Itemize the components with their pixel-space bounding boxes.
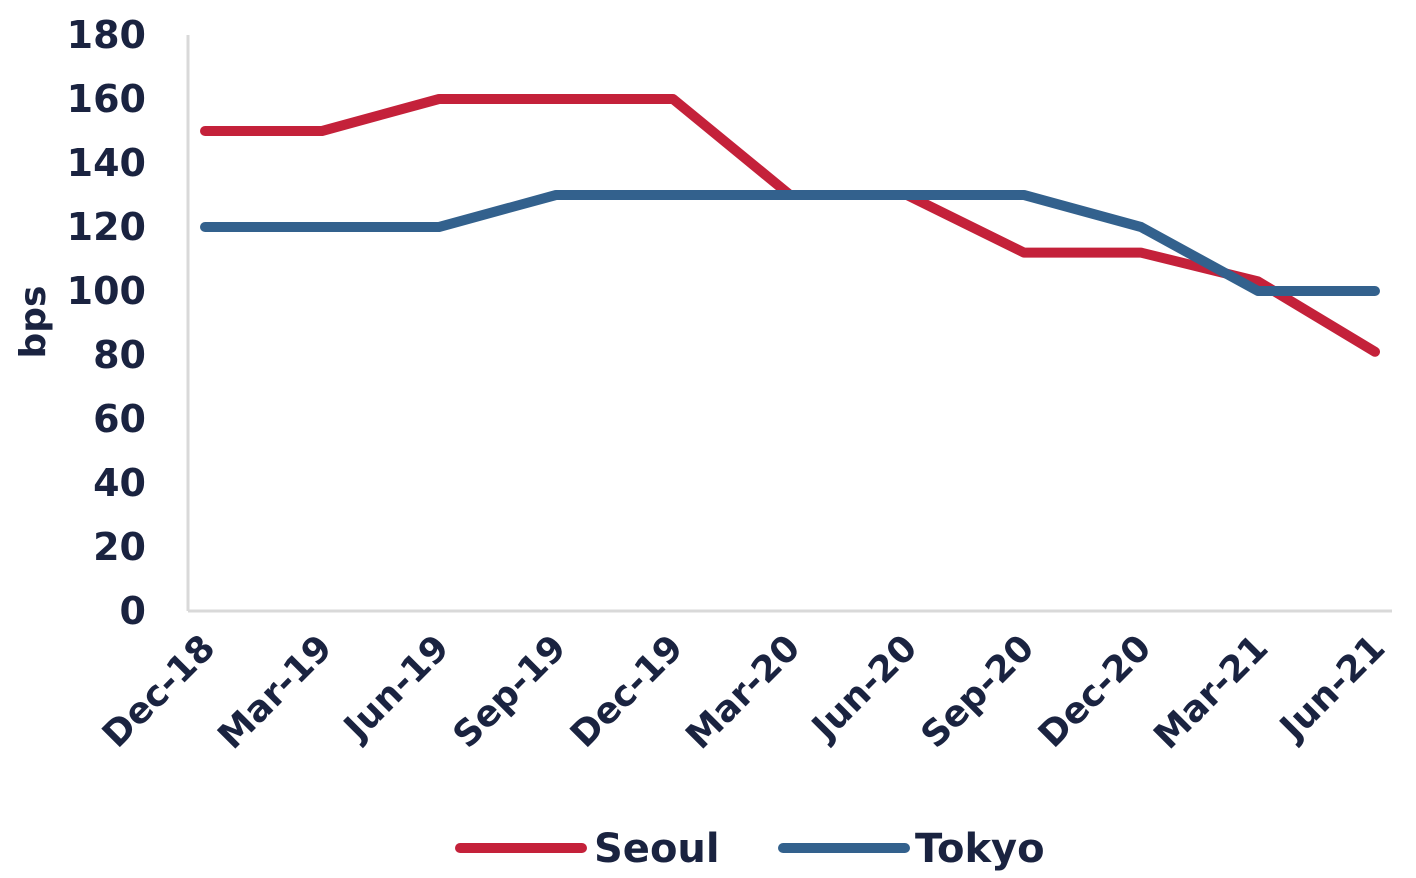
x-tick-label: Dec-19 [563,627,691,755]
x-tick-label: Mar-20 [678,627,808,757]
legend-label-tokyo: Tokyo [915,826,1045,872]
x-tick-label: Mar-19 [210,627,340,757]
y-tick-label: 40 [93,461,146,505]
y-tick-label: 120 [67,205,146,249]
y-axis-label: bps [13,286,54,359]
x-tick-label: Sep-19 [446,627,575,756]
x-tick-labels: Dec-18Mar-19Jun-19Sep-19Dec-19Mar-20Jun-… [95,627,1393,757]
series-line-tokyo [200,190,1380,296]
y-tick-labels: 0 20 40 60 80 100 120 140 160 180 [67,13,146,633]
y-tick-label: 100 [67,269,146,313]
legend-label-seoul: Seoul [594,826,720,872]
x-tick-label: Dec-18 [95,627,223,755]
y-tick-label: 0 [120,589,146,633]
y-tick-label: 160 [67,77,146,121]
x-tick-label: Jun-19 [335,627,458,750]
axes [186,35,1392,613]
y-tick-label: 80 [93,333,146,377]
legend: Seoul Tokyo [455,826,1045,872]
x-tick-label: Mar-21 [1146,627,1276,757]
y-tick-label: 140 [67,141,146,185]
x-tick-label: Sep-20 [914,627,1043,756]
y-tick-label: 20 [93,525,146,569]
x-tick-label: Dec-20 [1031,627,1159,755]
x-tick-label: Jun-21 [1271,627,1394,750]
x-tick-label: Jun-20 [803,627,926,750]
series-lines [200,94,1380,357]
y-tick-label: 60 [93,397,146,441]
y-tick-label: 180 [67,13,146,57]
